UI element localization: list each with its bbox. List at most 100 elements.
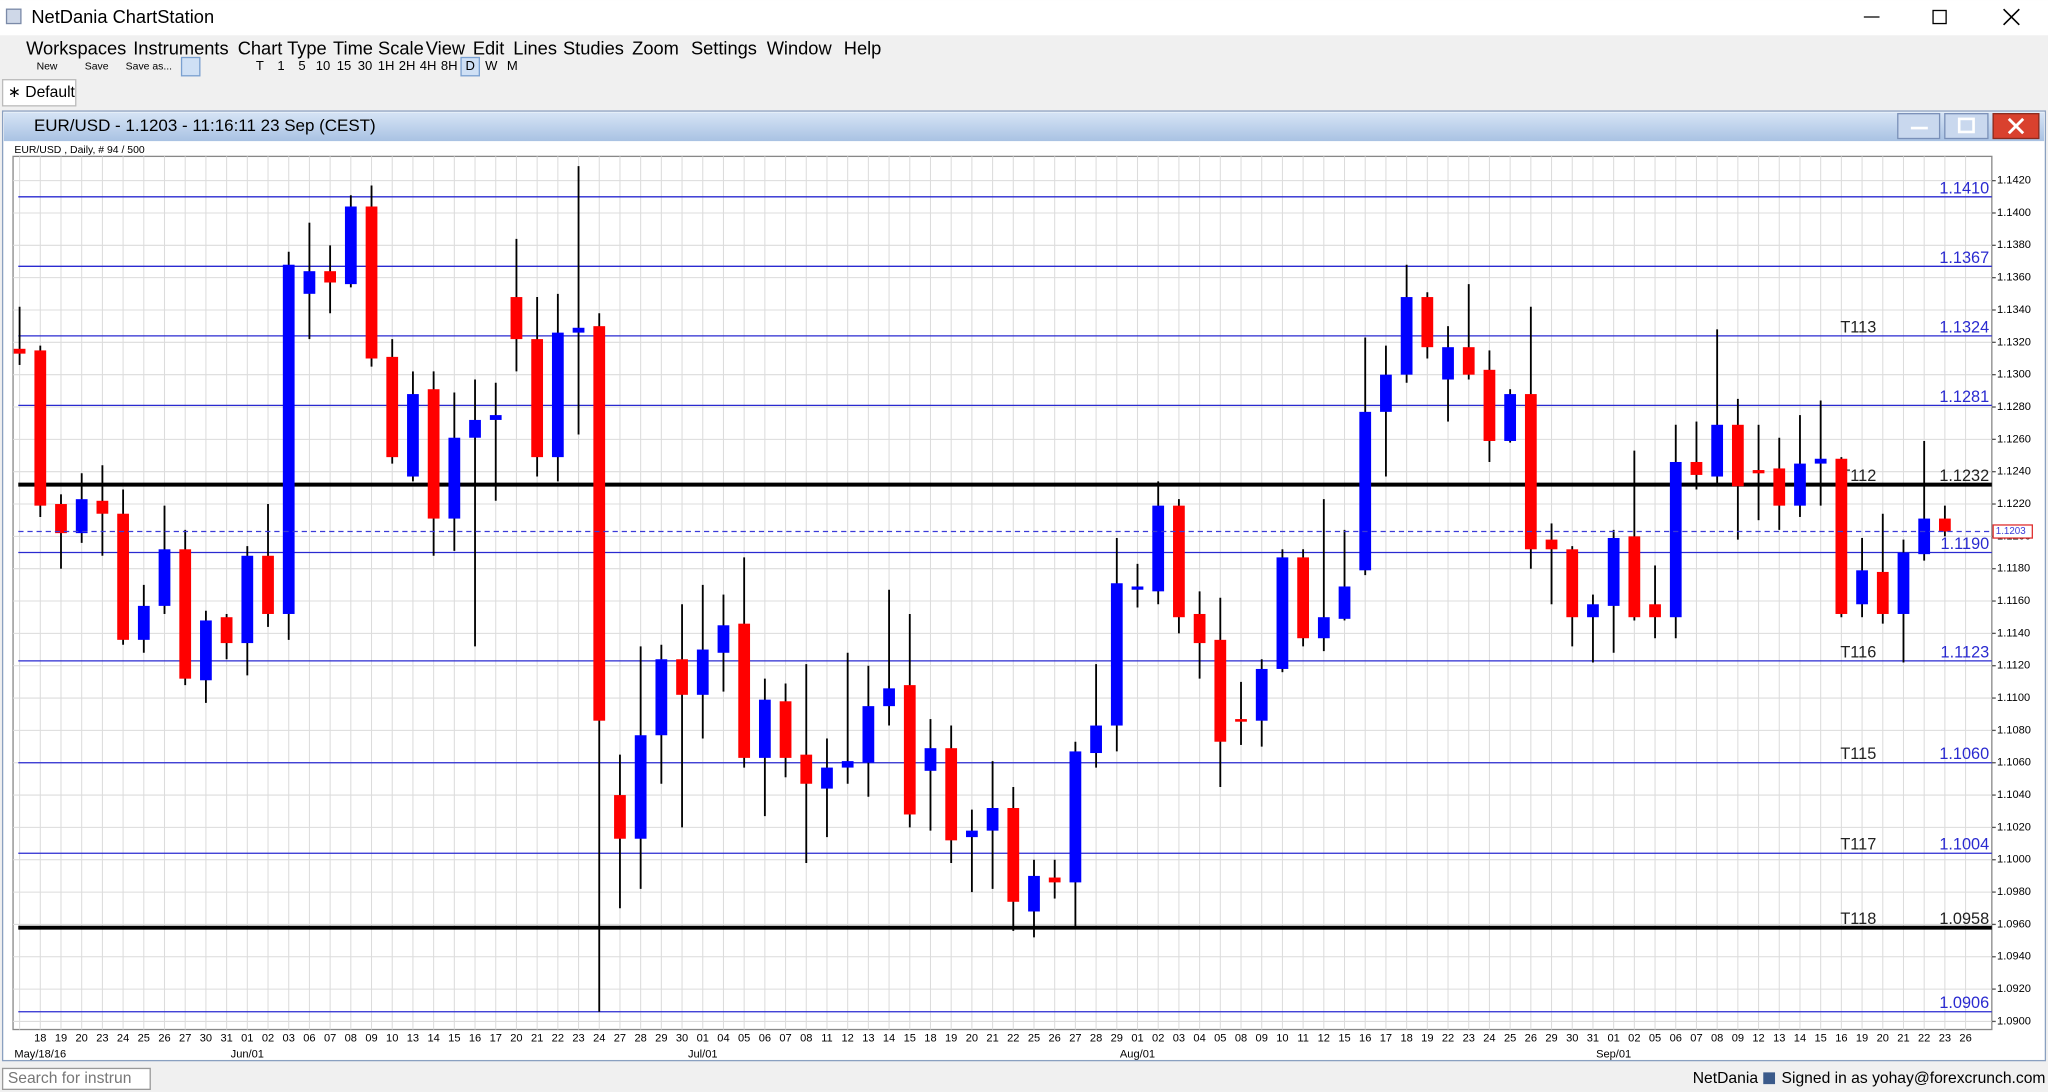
candle-body <box>1110 583 1123 726</box>
y-tick-label: 1.1420 <box>1997 175 2031 187</box>
candle-body <box>324 271 336 283</box>
x-tick-label: 13 <box>862 1033 874 1045</box>
x-tick-label: 15 <box>904 1033 916 1045</box>
candle-body <box>1090 725 1102 754</box>
timescale-button[interactable]: 1H <box>378 58 395 73</box>
candle-body <box>676 659 688 695</box>
timescale-button[interactable]: M <box>507 58 518 73</box>
candle-body <box>469 419 481 438</box>
y-tick-label: 1.0980 <box>1997 886 2031 898</box>
menu-item[interactable]: Settings <box>691 38 757 59</box>
timescale-button[interactable]: 5 <box>298 58 305 73</box>
x-tick-label: 23 <box>1939 1033 1951 1045</box>
candle-body <box>945 748 958 841</box>
timescale-button[interactable]: 1 <box>277 58 284 73</box>
app-icon <box>5 8 22 25</box>
menu-item[interactable]: Edit <box>473 38 504 59</box>
timescale-button[interactable]: D <box>465 58 474 73</box>
candle-body <box>344 206 357 285</box>
candle-body <box>1400 297 1413 375</box>
candle-body <box>1856 570 1868 605</box>
x-tick-label: 26 <box>1049 1033 1061 1045</box>
candle-body <box>551 332 564 458</box>
chart-restore[interactable] <box>1944 113 1989 140</box>
candle-body <box>614 795 626 839</box>
x-tick-label: 16 <box>469 1033 481 1045</box>
x-tick-label: 26 <box>1525 1033 1537 1045</box>
candle-body <box>1939 518 1951 532</box>
candle-body <box>800 754 813 784</box>
file-button[interactable]: Save as... <box>126 61 172 72</box>
x-tick-label: 11 <box>1297 1033 1309 1045</box>
menu-item[interactable]: Zoom <box>632 38 679 59</box>
candle-body <box>841 761 854 768</box>
candle-body <box>1876 571 1889 614</box>
timescale-button[interactable]: 2H <box>399 58 416 73</box>
candle-body <box>427 389 440 519</box>
search-placeholder[interactable]: Search for instrun <box>8 1070 132 1087</box>
candle-body <box>1028 875 1040 912</box>
x-tick-label: 05 <box>1214 1033 1226 1045</box>
candle-body <box>531 339 544 458</box>
x-tick-label: 02 <box>262 1033 274 1045</box>
candle-body <box>1628 536 1641 618</box>
candle-body <box>489 415 502 420</box>
menu-item[interactable]: Workspaces <box>26 38 126 59</box>
x-tick-label: 01 <box>241 1033 253 1045</box>
menu-item[interactable]: Chart Type <box>238 38 327 59</box>
timescale-button[interactable]: 8H <box>441 58 458 73</box>
y-tick-label: 1.1320 <box>1997 336 2031 348</box>
file-button[interactable]: New <box>37 61 58 72</box>
candle-body <box>1524 394 1537 550</box>
candle-body <box>1504 394 1517 441</box>
current-price-box <box>1992 524 2033 539</box>
x-tick-label: 25 <box>138 1033 150 1045</box>
restore-button[interactable] <box>1932 9 1947 25</box>
candle-body <box>262 555 274 614</box>
x-tick-label: 07 <box>1690 1033 1702 1045</box>
status-bar <box>0 1063 2048 1092</box>
file-button[interactable]: Save <box>85 61 109 72</box>
x-tick-label: 25 <box>1028 1033 1040 1045</box>
close-button[interactable] <box>2003 8 2020 26</box>
menu-item[interactable]: Studies <box>563 38 624 59</box>
candle-body <box>1814 458 1827 464</box>
level-name: T113 <box>1840 318 1876 336</box>
menu-item[interactable]: Help <box>844 38 882 59</box>
x-tick-label: 02 <box>1628 1033 1640 1045</box>
x-tick-label: 10 <box>1276 1033 1288 1045</box>
candle-body <box>1338 586 1351 619</box>
x-tick-label: 22 <box>1007 1033 1019 1045</box>
level-name: T118 <box>1840 910 1876 928</box>
x-tick-label: 06 <box>1670 1033 1682 1045</box>
x-tick-label: 18 <box>924 1033 936 1045</box>
timescale-button[interactable]: 15 <box>337 58 352 73</box>
timescale-button[interactable]: T <box>256 58 264 73</box>
y-tick-label: 1.1360 <box>1997 272 2031 284</box>
y-tick-label: 1.1040 <box>1997 789 2031 801</box>
menu-item[interactable]: Instruments <box>133 38 228 59</box>
timescale-button[interactable]: W <box>485 58 498 73</box>
level-name: T116 <box>1840 643 1876 661</box>
tab-label[interactable]: ∗ Default <box>8 84 76 101</box>
candle-body <box>1711 424 1724 477</box>
search-box[interactable] <box>1 1067 151 1090</box>
level-name: T112 <box>1840 467 1876 485</box>
tab[interactable] <box>1 79 77 107</box>
menu-item[interactable]: Time Scale <box>333 38 424 59</box>
y-tick-label: 1.1060 <box>1997 757 2031 769</box>
candle-body <box>75 499 88 534</box>
x-tick-label: 25 <box>1504 1033 1516 1045</box>
candle-body <box>1649 604 1661 618</box>
menu-item[interactable]: View <box>426 38 466 59</box>
timescale-button[interactable]: 30 <box>358 58 373 73</box>
y-tick-label: 1.1220 <box>1997 498 2031 510</box>
timescale-button[interactable]: 10 <box>316 58 331 73</box>
menu-item[interactable]: Window <box>767 38 833 59</box>
level-label: 1.1190 <box>1941 535 1990 553</box>
candle-body <box>1587 604 1599 618</box>
chart-minimize[interactable] <box>1897 113 1941 140</box>
timescale-button[interactable]: 4H <box>420 58 437 73</box>
menu-item[interactable]: Lines <box>513 38 557 59</box>
